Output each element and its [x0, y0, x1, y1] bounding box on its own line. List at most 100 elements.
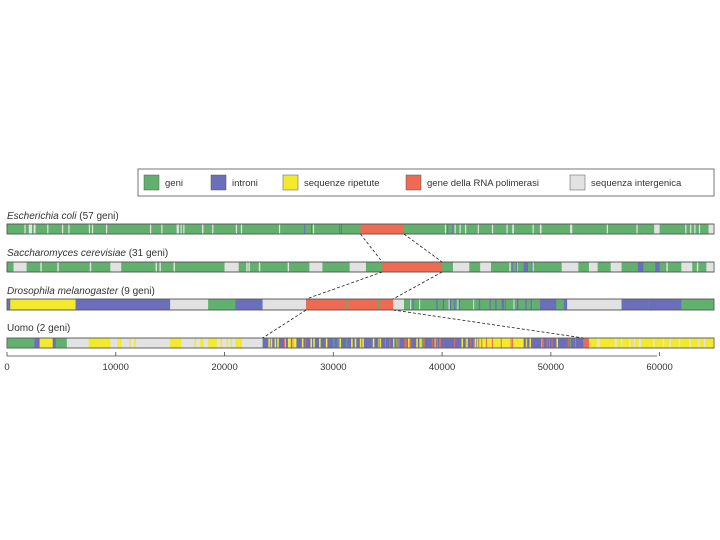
gene-stripe	[346, 338, 348, 348]
repeat-stripe	[194, 338, 197, 348]
inter-stripe	[606, 224, 608, 234]
gene-stripe	[337, 338, 339, 348]
gene-segment	[208, 299, 236, 310]
repeat-segment	[88, 338, 111, 348]
genes-count-human: (2 geni)	[34, 323, 71, 334]
pol-stripe	[437, 338, 439, 348]
pol-stripe	[291, 338, 293, 348]
repeat-stripe	[214, 338, 217, 348]
inter-segment	[681, 262, 693, 272]
pol-stripe	[405, 338, 407, 348]
genes-count-ecoli: (57 geni)	[76, 211, 118, 222]
inter-stripe	[509, 262, 511, 272]
connector-ecoli-yeast-left	[360, 233, 383, 263]
intron-stripe	[516, 262, 518, 272]
intron-stripe	[531, 262, 533, 272]
pol-stripe	[389, 338, 391, 348]
gene-segment	[404, 299, 481, 310]
repeat-stripe	[97, 338, 100, 348]
gene-segment	[7, 338, 35, 348]
gene-stripe	[386, 299, 388, 310]
repeat-stripe	[230, 338, 233, 348]
inter-stripe	[598, 338, 600, 348]
track-yeast	[6, 261, 715, 273]
inter-stripe	[24, 262, 27, 272]
inter-stripe	[258, 262, 261, 272]
intron-stripe	[442, 299, 445, 310]
repeat-stripe	[525, 338, 528, 348]
repeat-stripe	[310, 338, 313, 348]
legend-label-polymerase: gene della RNA polimerasi	[427, 178, 539, 189]
pol-stripe	[396, 338, 398, 348]
repeat-stripe	[287, 338, 290, 348]
pol-stripe	[542, 338, 544, 348]
intron-stripe	[412, 299, 414, 310]
inter-stripe	[540, 224, 542, 234]
inter-stripe	[229, 262, 232, 272]
inter-stripe	[703, 338, 706, 348]
repeat-stripe	[134, 338, 136, 348]
inter-stripe	[459, 224, 461, 234]
track-label-drosophila: Drosophila melanogaster (9 geni)	[7, 286, 155, 297]
inter-segment	[588, 262, 598, 272]
pol-stripe	[440, 338, 442, 348]
inter-stripe	[620, 338, 623, 348]
inter-stripe	[477, 224, 479, 234]
intron-stripe	[502, 299, 505, 310]
track-ecoli	[6, 223, 715, 235]
repeat-stripe	[379, 338, 382, 348]
gene-stripe	[378, 338, 380, 348]
connector-yeast-drosophila-left	[305, 271, 383, 300]
inter-segment	[567, 299, 622, 310]
species-ecoli: Escherichia coli	[7, 211, 77, 222]
inter-stripe	[512, 224, 514, 234]
pol-segment	[583, 338, 589, 348]
repeat-segment	[208, 338, 217, 348]
intron-segment	[655, 262, 660, 272]
inter-stripe	[633, 338, 636, 348]
inter-stripe	[678, 338, 681, 348]
pol-stripe	[525, 338, 527, 348]
repeat-stripe	[99, 338, 102, 348]
inter-stripe	[491, 224, 494, 234]
pol-stripe	[435, 338, 437, 348]
inter-stripe	[33, 224, 35, 234]
inter-segment	[610, 262, 622, 272]
intron-stripe	[458, 299, 460, 310]
gene-stripe	[476, 338, 478, 348]
inter-stripe	[464, 224, 467, 234]
intron-stripe	[511, 262, 513, 272]
inter-stripe	[161, 224, 163, 234]
inter-stripe	[636, 224, 638, 234]
pol-stripe	[470, 338, 472, 348]
inter-segment	[170, 299, 209, 310]
repeat-stripe	[339, 338, 342, 348]
intron-segment	[235, 299, 263, 310]
inter-stripe	[698, 338, 700, 348]
x-axis: 0 10000 20000 30000 40000 50000 60000	[4, 352, 673, 373]
pol-stripe	[500, 338, 502, 348]
repeat-stripe	[268, 338, 270, 348]
repeat-stripe	[466, 338, 468, 348]
pol-stripe	[398, 338, 400, 348]
repeat-stripe	[294, 338, 297, 348]
intron-stripe	[304, 224, 306, 234]
inter-stripe	[565, 262, 567, 272]
intron-stripe	[530, 299, 532, 310]
inter-stripe	[694, 224, 696, 234]
inter-stripe	[240, 224, 243, 234]
pol-segment	[306, 299, 394, 310]
repeat-segment	[235, 338, 242, 348]
polymerase-connectors	[262, 233, 584, 339]
inter-stripe	[629, 338, 631, 348]
repeat-stripe	[119, 338, 122, 348]
pol-stripe	[478, 338, 480, 348]
gene-stripe	[491, 299, 493, 310]
intron-stripe	[505, 299, 507, 310]
inter-stripe	[212, 224, 214, 234]
pol-stripe	[384, 338, 386, 348]
intron-segment	[7, 299, 171, 310]
inter-stripe	[278, 224, 281, 234]
connector-drosophila-human-left	[262, 309, 307, 339]
repeat-stripe	[351, 338, 353, 348]
